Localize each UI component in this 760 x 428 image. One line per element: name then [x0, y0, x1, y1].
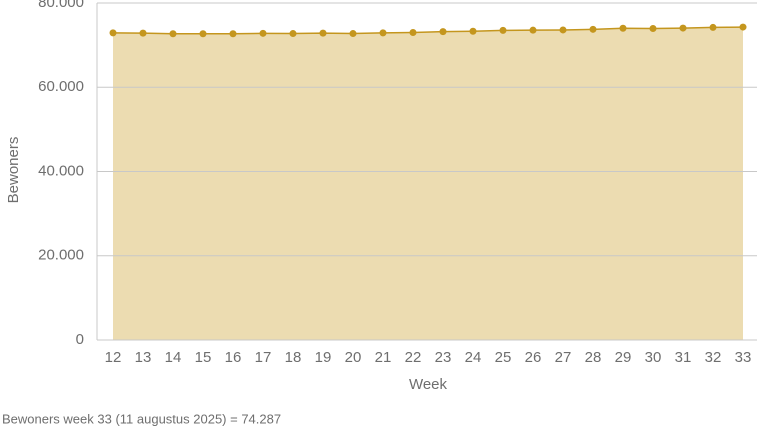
- x-tick-label: 19: [315, 349, 332, 366]
- data-point: [589, 25, 597, 33]
- data-point: [109, 29, 117, 37]
- line: [112, 26, 744, 35]
- data-point: [679, 24, 687, 32]
- data-point: [229, 30, 237, 38]
- x-tick-label: 22: [405, 349, 422, 366]
- y-tick-label: 80.000: [38, 0, 84, 11]
- x-tick-label: 33: [735, 349, 752, 366]
- data-point: [199, 30, 207, 38]
- x-tick-label: 30: [645, 349, 662, 366]
- x-tick-label: 14: [165, 349, 182, 366]
- data-point: [649, 24, 657, 32]
- data-point: [529, 26, 537, 34]
- x-tick-label: 18: [285, 349, 302, 366]
- y-axis-title: Bewoners: [5, 137, 22, 204]
- x-axis-title: Week: [409, 376, 448, 393]
- x-tick-label: 29: [615, 349, 632, 366]
- data-point: [169, 30, 177, 38]
- data-point: [559, 26, 567, 34]
- x-tick-label: 26: [525, 349, 542, 366]
- x-tick-label: 31: [675, 349, 692, 366]
- x-tick-label: 28: [585, 349, 602, 366]
- x-tick-label: 21: [375, 349, 392, 366]
- x-tick-label: 25: [495, 349, 512, 366]
- y-tick-label: 20.000: [38, 247, 84, 264]
- data-point: [139, 29, 147, 37]
- x-tick-label: 23: [435, 349, 452, 366]
- data-point: [319, 29, 327, 37]
- x-tick-label: 24: [465, 349, 482, 366]
- footnote: Bewoners week 33 (11 augustus 2025) = 74…: [2, 411, 281, 426]
- x-tick-label: 17: [255, 349, 272, 366]
- data-point: [499, 26, 507, 34]
- area: [113, 27, 743, 341]
- data-point: [469, 27, 477, 35]
- data-point: [439, 28, 447, 36]
- y-tick-label: 60.000: [38, 78, 84, 95]
- x-tick-label: 15: [195, 349, 212, 366]
- x-tick-label: 16: [225, 349, 242, 366]
- data-point: [349, 30, 357, 38]
- x-tick-label: 27: [555, 349, 572, 366]
- x-tick-label: 12: [105, 349, 122, 366]
- data-point: [289, 30, 297, 38]
- x-tick-label: 32: [705, 349, 722, 366]
- data-point: [379, 29, 387, 37]
- data-point: [709, 23, 717, 31]
- x-tick-label: 13: [135, 349, 152, 366]
- x-tick-label: 20: [345, 349, 362, 366]
- data-point: [619, 24, 627, 32]
- data-point: [409, 28, 417, 36]
- y-tick-label: 40.000: [38, 162, 84, 179]
- data-point: [259, 29, 267, 37]
- y-tick-label: 0: [76, 331, 84, 348]
- data-point: [739, 23, 747, 31]
